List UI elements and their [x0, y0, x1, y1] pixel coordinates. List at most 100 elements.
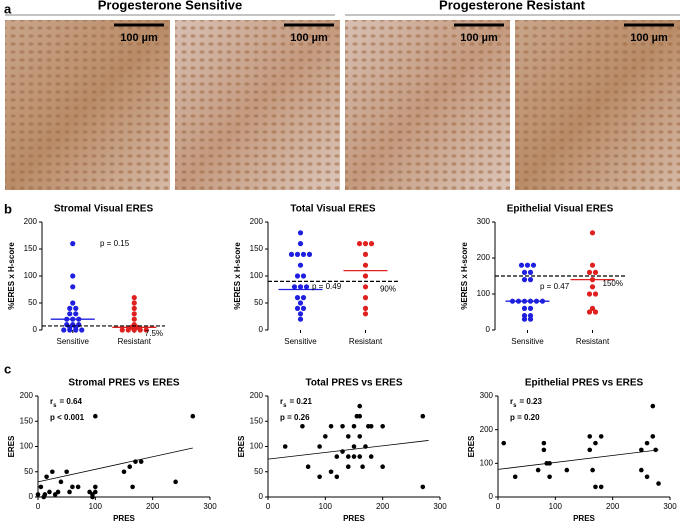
stat-subscript: s	[513, 403, 517, 409]
data-point	[125, 327, 131, 333]
data-point	[524, 262, 531, 268]
trend-line	[267, 440, 429, 460]
micrograph-texture	[175, 20, 340, 190]
y-tick-label: 200	[250, 391, 264, 400]
data-point	[127, 464, 133, 470]
data-point	[119, 327, 125, 333]
x-tick-label: 300	[433, 502, 447, 511]
data-point	[527, 277, 534, 283]
threshold-label: 90%	[380, 285, 396, 294]
data-point	[67, 327, 73, 333]
data-point	[656, 481, 661, 486]
data-point	[368, 241, 375, 247]
data-point	[294, 251, 301, 257]
data-point	[644, 474, 650, 480]
data-point	[93, 484, 98, 490]
chart-title: Stromal PRES vs ERES	[68, 378, 179, 389]
p-value: p < 0.001	[50, 413, 85, 422]
data-point	[297, 300, 304, 306]
data-point	[639, 447, 644, 453]
data-point	[527, 316, 534, 322]
data-point	[35, 492, 41, 497]
data-point	[360, 464, 365, 470]
data-point	[323, 434, 328, 439]
y-tick-label: 100	[24, 271, 38, 280]
y-tick-label: 300	[480, 391, 494, 400]
y-tick-label: 0	[486, 325, 491, 334]
data-point	[300, 305, 307, 311]
data-point	[357, 403, 363, 409]
data-point	[535, 467, 541, 473]
x-axis-label: PRES	[573, 514, 595, 523]
y-tick-label: 50	[254, 298, 263, 307]
data-point	[190, 413, 196, 419]
data-point	[131, 295, 137, 301]
data-point	[598, 484, 604, 490]
x-axis-label: PRES	[113, 514, 135, 523]
data-point	[521, 313, 528, 319]
data-point	[73, 311, 79, 317]
y-axis-label: ERES	[467, 435, 476, 457]
data-point	[362, 262, 369, 268]
data-point	[521, 277, 528, 283]
scale-label: 100 µm	[120, 32, 158, 44]
data-point	[75, 484, 81, 490]
data-point	[294, 295, 301, 301]
data-point	[70, 284, 76, 290]
data-point	[317, 444, 322, 449]
data-point	[340, 424, 345, 429]
x-tick-label: 300	[203, 502, 217, 511]
p-value: p = 0.47	[540, 282, 570, 291]
data-point	[362, 311, 369, 317]
data-point	[420, 484, 426, 490]
data-point	[362, 295, 369, 301]
data-point	[501, 440, 507, 446]
data-point	[38, 484, 44, 490]
x-tick-label: 0	[496, 502, 501, 511]
data-point	[61, 327, 67, 333]
data-point	[67, 311, 73, 317]
data-point	[121, 469, 127, 475]
stat-symbol: r	[510, 397, 513, 406]
data-point	[521, 316, 528, 322]
x-tick-label: Sensitive	[284, 337, 317, 346]
y-tick-label: 0	[259, 492, 264, 501]
data-point	[55, 489, 61, 495]
x-tick-label: 100	[89, 502, 103, 511]
y-tick-label: 200	[24, 217, 38, 226]
data-point	[50, 469, 55, 475]
data-point	[297, 230, 304, 236]
correlation: rs = 0.21	[280, 397, 312, 408]
chart-title: Epithelial PRES vs ERES	[525, 378, 644, 389]
data-point	[593, 484, 598, 490]
data-point	[42, 492, 48, 497]
data-point	[592, 309, 599, 315]
y-tick-label: 50	[24, 467, 33, 476]
data-point	[420, 413, 426, 419]
panel-label: b	[4, 201, 12, 216]
data-point	[138, 459, 144, 464]
data-point	[70, 484, 75, 490]
p-value: p = 0.49	[312, 282, 342, 291]
data-point	[137, 327, 143, 333]
x-tick-label: 100	[319, 502, 333, 511]
y-axis-label: %ERES x H-score	[7, 242, 16, 310]
scale-label: 100 µm	[460, 32, 498, 44]
data-point	[356, 241, 363, 247]
data-point	[131, 327, 137, 333]
stat-text: = 0.23	[519, 397, 542, 406]
stat-subscript: s	[53, 403, 57, 409]
data-point	[70, 300, 76, 306]
data-point	[93, 413, 98, 419]
x-tick-label: 200	[606, 502, 620, 511]
data-point	[70, 241, 76, 247]
y-axis-label: ERES	[237, 435, 246, 457]
data-point	[650, 403, 656, 409]
x-tick-label: Resistant	[576, 337, 610, 346]
data-point	[305, 464, 311, 470]
data-point	[47, 489, 52, 495]
y-axis-label: ERES	[7, 435, 16, 457]
x-tick-label: Sensitive	[57, 337, 90, 346]
x-axis-label: PRES	[343, 514, 365, 523]
